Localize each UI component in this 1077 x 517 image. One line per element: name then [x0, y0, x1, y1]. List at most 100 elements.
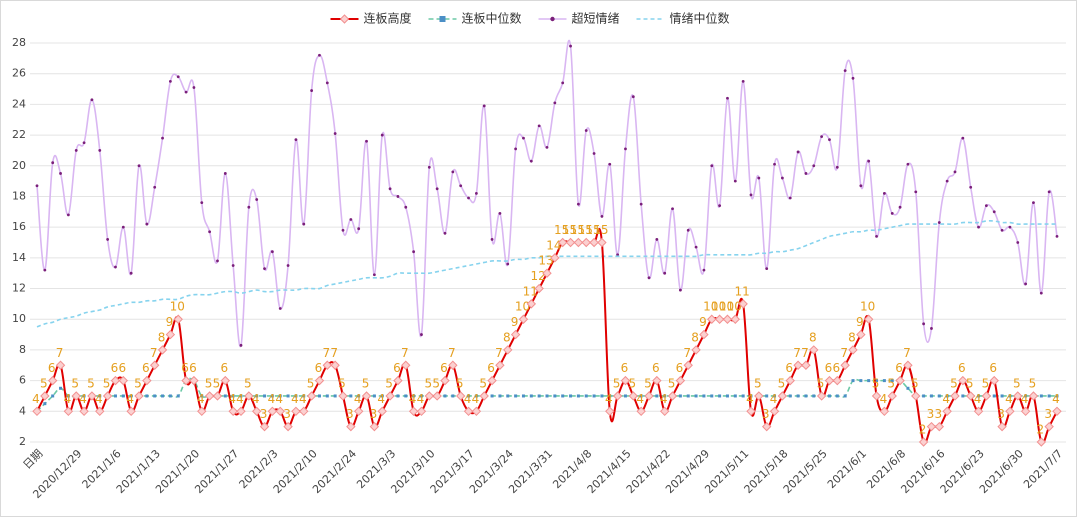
legend-label: 超短情绪 — [572, 11, 620, 26]
point-marker — [59, 172, 62, 175]
point-marker — [420, 333, 423, 336]
legend-label: 情绪中位数 — [670, 11, 730, 26]
point-marker — [871, 391, 882, 401]
point-marker — [427, 165, 431, 169]
data-label: 6 — [958, 361, 966, 375]
point-marker — [707, 314, 717, 324]
y-tick-label: 4 — [19, 404, 26, 417]
point-marker — [950, 391, 960, 401]
data-label: 5 — [628, 376, 636, 390]
data-label: 5 — [456, 376, 464, 390]
data-label: 15 — [570, 223, 585, 237]
point-marker — [223, 394, 227, 398]
data-label: 4 — [95, 392, 103, 406]
point-marker — [592, 152, 596, 155]
data-label: 12 — [531, 269, 546, 283]
point-marker — [306, 391, 317, 401]
point-marker — [542, 268, 552, 278]
point-marker — [270, 394, 274, 398]
data-label: 8 — [848, 330, 856, 344]
point-marker — [129, 394, 133, 398]
y-tick-label: 22 — [12, 128, 26, 141]
point-marker — [859, 379, 863, 383]
data-label: 5 — [778, 376, 786, 390]
point-marker — [419, 394, 423, 398]
point-marker — [1055, 234, 1059, 238]
point-marker — [592, 394, 596, 398]
point-marker — [372, 273, 376, 277]
data-label: 5 — [950, 376, 958, 390]
point-marker — [922, 394, 926, 398]
point-marker — [777, 391, 788, 401]
point-marker — [856, 329, 866, 340]
point-marker — [584, 394, 588, 398]
point-marker — [796, 394, 800, 398]
point-marker — [341, 228, 345, 232]
point-marker — [263, 394, 267, 398]
data-label: 4 — [746, 392, 754, 406]
point-marker — [275, 406, 285, 417]
point-marker — [887, 391, 897, 401]
data-label: 5 — [424, 376, 432, 390]
point-marker — [961, 136, 965, 140]
series-line — [36, 220, 1057, 328]
data-label: 4 — [636, 392, 644, 406]
point-marker — [372, 394, 376, 398]
data-label: 4 — [660, 392, 668, 406]
data-label: 15 — [585, 223, 600, 237]
data-label: 5 — [966, 376, 974, 390]
point-marker — [173, 314, 183, 324]
legend-marker — [439, 16, 446, 22]
data-label: 5 — [817, 376, 825, 390]
point-marker — [608, 394, 612, 398]
point-marker — [655, 394, 659, 398]
point-marker — [663, 394, 667, 398]
point-marker — [631, 95, 635, 99]
point-marker — [184, 90, 188, 94]
point-marker — [63, 406, 74, 417]
point-marker — [726, 96, 729, 100]
point-marker — [247, 205, 251, 209]
point-marker — [79, 406, 89, 417]
point-marker — [95, 406, 105, 417]
point-marker — [746, 406, 756, 417]
data-label: 4 — [770, 392, 778, 406]
point-marker — [200, 394, 204, 398]
point-marker — [576, 202, 580, 206]
point-marker — [440, 375, 450, 386]
point-marker — [730, 314, 741, 324]
point-marker — [66, 394, 70, 398]
point-marker — [977, 394, 981, 398]
data-label: 7 — [56, 346, 64, 360]
series — [35, 39, 1059, 348]
point-marker — [55, 360, 66, 370]
data-label: 4 — [409, 392, 417, 406]
data-label: 5 — [213, 376, 221, 390]
point-marker — [749, 394, 753, 398]
point-marker — [1044, 421, 1054, 432]
point-marker — [47, 375, 58, 386]
point-marker — [66, 213, 70, 217]
point-marker — [859, 184, 863, 188]
point-marker — [404, 394, 408, 398]
data-label: 4 — [1052, 392, 1060, 406]
data-label: 8 — [809, 330, 817, 344]
point-marker — [788, 196, 792, 200]
series — [36, 220, 1057, 328]
point-marker — [557, 237, 568, 248]
point-marker — [396, 394, 400, 398]
point-marker — [197, 406, 207, 417]
data-label: 6 — [440, 361, 448, 375]
data-label: 4 — [275, 392, 283, 406]
point-marker — [851, 379, 855, 383]
data-label: 4 — [197, 392, 205, 406]
data-label: 4 — [1005, 392, 1013, 406]
point-marker — [1036, 437, 1047, 447]
data-label: 6 — [487, 361, 495, 375]
point-marker — [474, 191, 478, 195]
point-marker — [518, 314, 529, 324]
point-marker — [989, 375, 999, 386]
data-label: 15 — [578, 223, 593, 237]
point-marker — [824, 375, 835, 386]
data-label: 4 — [268, 392, 276, 406]
